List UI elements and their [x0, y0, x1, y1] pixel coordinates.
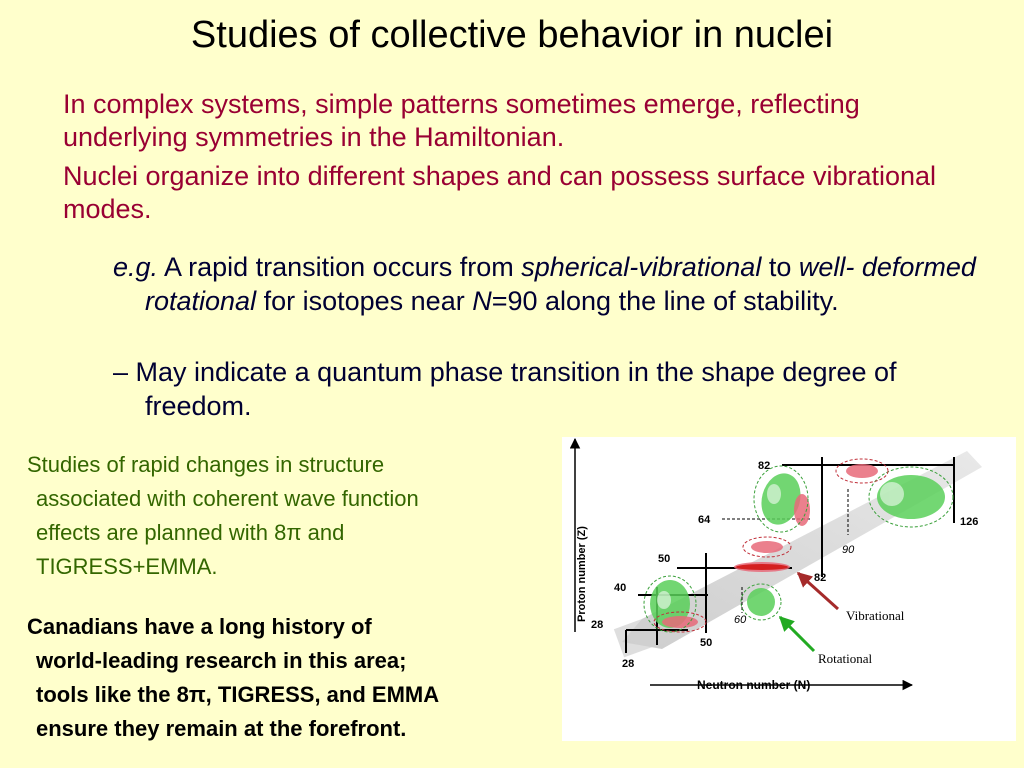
bullet-text-3: for isotopes near	[256, 286, 473, 316]
planned-line-2: associated with coherent wave function	[36, 486, 419, 511]
rotational-label: Rotational	[818, 651, 873, 666]
vibrational-arrow	[796, 571, 840, 611]
label-z82: 82	[758, 460, 770, 472]
label-z50: 50	[658, 553, 670, 565]
label-n126: 126	[960, 516, 978, 528]
bullet-text-2: to	[761, 252, 799, 282]
bullet-text-4: =90 along the line of stability.	[491, 286, 839, 316]
label-n82: 82	[814, 572, 826, 584]
planned-studies: Studies of rapid changes in structure as…	[27, 448, 547, 584]
label-n50: 50	[700, 637, 712, 649]
spherical-vibrational-term: spherical-vibrational	[521, 252, 762, 282]
bullet-phase-text: May indicate a quantum phase transition …	[135, 357, 897, 421]
canada-statement: Canadians have a long history of world-l…	[27, 610, 567, 746]
slide-title: Studies of collective behavior in nuclei	[190, 14, 834, 56]
n-symbol: N	[472, 286, 492, 316]
canada-line-1: Canadians have a long history of	[27, 614, 372, 639]
bullet-phase-transition: – May indicate a quantum phase transitio…	[113, 355, 1005, 423]
planned-line-1: Studies of rapid changes in structure	[27, 452, 385, 477]
vibrational-label: Vibrational	[846, 608, 905, 623]
nuclear-chart-diagram: Proton number (Z) Neutron number (N)	[562, 437, 1016, 741]
intro-paragraph-1: In complex systems, simple patterns some…	[63, 89, 860, 152]
intro-paragraph-2: Nuclei organize into different shapes an…	[63, 161, 937, 224]
label-n60: 60	[734, 614, 747, 626]
eg-label: e.g.	[113, 252, 159, 282]
deformed-rotational-term: well- deformed rotational	[145, 252, 976, 316]
dash-bullet: –	[113, 357, 136, 387]
rotational-arrow	[778, 615, 816, 653]
label-z28: 28	[591, 619, 603, 631]
canada-line-2: world-leading research in this area;	[36, 648, 407, 673]
bullet-text-1: A rapid transition occurs from	[158, 252, 522, 282]
canada-line-4: ensure they remain at the forefront.	[36, 716, 407, 741]
bullet-example: e.g. A rapid transition occurs from sphe…	[113, 250, 1005, 318]
label-n28: 28	[622, 658, 634, 670]
label-z64: 64	[698, 514, 711, 526]
planned-line-4: TIGRESS+EMMA.	[36, 554, 218, 579]
planned-line-3: effects are planned with 8π and	[36, 520, 345, 545]
label-n90: 90	[842, 544, 855, 556]
y-axis-label: Proton number (Z)	[576, 526, 588, 622]
x-axis-label: Neutron number (N)	[697, 678, 810, 692]
canada-line-3: tools like the 8π, TIGRESS, and EMMA	[36, 682, 440, 707]
label-z40: 40	[614, 582, 626, 594]
